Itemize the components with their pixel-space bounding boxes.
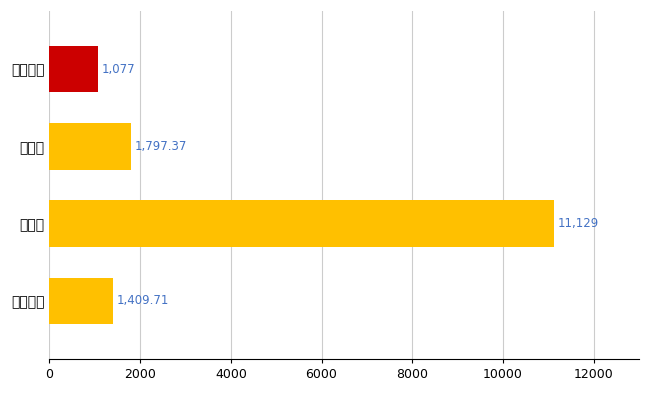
Text: 1,409.71: 1,409.71 [117, 294, 170, 308]
Bar [49, 123, 131, 170]
Text: 1,797.37: 1,797.37 [135, 140, 187, 153]
Bar [49, 278, 113, 324]
Bar [49, 46, 98, 92]
Text: 11,129: 11,129 [558, 217, 599, 230]
Text: 1,077: 1,077 [102, 62, 136, 76]
Bar [49, 200, 554, 247]
